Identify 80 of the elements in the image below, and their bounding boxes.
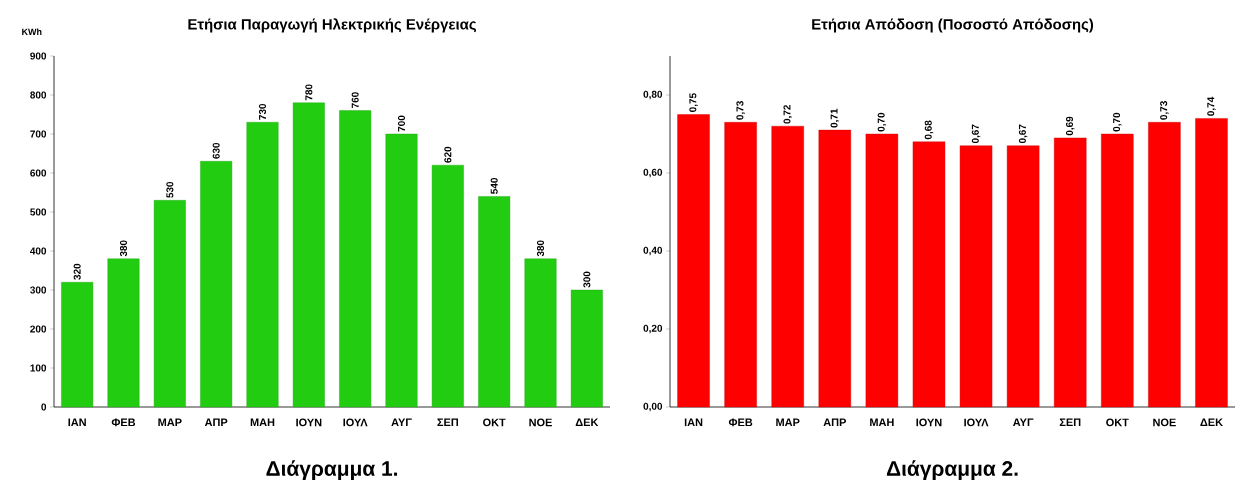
data-label: 0,72 <box>783 105 792 124</box>
x-tick-label: ΦΕΒ <box>111 418 136 427</box>
x-tick-label: ΜΑΡ <box>158 418 182 427</box>
data-label: 0,67 <box>971 124 981 144</box>
y-tick-label: 300 <box>30 286 47 294</box>
data-label: 380 <box>119 240 128 257</box>
data-label: 0,67 <box>1018 124 1028 144</box>
text: Διάγραμμα 2. <box>886 460 1018 481</box>
data-label: 0,69 <box>1065 116 1075 136</box>
data-label: 0,75 <box>689 93 698 112</box>
x-tick-label: ΙΟΥΝ <box>916 418 942 427</box>
x-tick-label: ΔΕΚ <box>1200 418 1223 427</box>
x-tick-label: ΑΥΓ <box>391 418 412 427</box>
bar <box>292 102 325 408</box>
y-tick-label: 600 <box>30 169 47 177</box>
data-label: 0,71 <box>830 108 840 128</box>
x-tick-label: ΜΑΡ <box>776 418 800 427</box>
y-tick-label: 200 <box>30 325 47 333</box>
bar <box>478 196 511 408</box>
y-tick-label: 0,60 <box>643 168 663 178</box>
y-tick-label: 0 <box>41 403 47 411</box>
x-tick-label: ΣΕΠ <box>437 418 458 427</box>
y-tick-label: 900 <box>30 52 47 60</box>
bar <box>153 200 186 408</box>
bar <box>246 122 279 408</box>
bar <box>339 110 372 408</box>
x-tick-label: ΟΚΤ <box>1106 418 1129 427</box>
x-tick-label: ΑΥΓ <box>1012 418 1034 427</box>
x-tick-label: ΙΑΝ <box>68 418 86 427</box>
y-tick-label: 100 <box>30 364 47 372</box>
data-label: 620 <box>444 146 452 163</box>
data-label: 530 <box>166 181 174 198</box>
data-label: 300 <box>583 271 591 288</box>
bar <box>61 282 94 408</box>
data-label: 0,70 <box>1113 112 1122 132</box>
chart-title: Ετήσια Απόδοση (Ποσοστό Απόδοσης) <box>812 18 1094 33</box>
y-tick-label: 0,80 <box>643 90 663 100</box>
data-label: 320 <box>73 263 81 280</box>
x-tick-label: ΑΠΡ <box>204 418 228 427</box>
y-tick-label: 0,20 <box>643 324 663 334</box>
y-tick-label: 500 <box>30 208 47 216</box>
y-tick-label: 800 <box>30 91 47 99</box>
bar <box>385 133 418 408</box>
data-label: 380 <box>536 240 545 257</box>
x-tick-label: ΣΕΠ <box>1059 418 1081 427</box>
y-tick-label: 400 <box>30 247 47 255</box>
x-tick-label: ΦΕΒ <box>728 418 753 427</box>
x-tick-label: ΙΟΥΛ <box>343 418 368 427</box>
data-label: 0,70 <box>877 112 887 132</box>
data-label: 0,68 <box>924 120 934 140</box>
x-tick-label: ΝΟΕ <box>1153 418 1176 427</box>
x-tick-label: ΙΑΝ <box>684 418 703 427</box>
x-tick-label: ΔΕΚ <box>575 418 599 427</box>
data-label: 630 <box>212 142 220 159</box>
data-label: 760 <box>351 92 359 108</box>
x-tick-label: ΙΟΥΛ <box>964 418 989 427</box>
x-tick-label: ΟΚΤ <box>483 418 506 427</box>
y-tick-label: 700 <box>30 130 47 138</box>
y-tick-label: 0,40 <box>643 246 663 256</box>
bar <box>431 165 464 408</box>
data-label: 540 <box>490 177 498 194</box>
x-tick-label: ΝΟΕ <box>529 418 552 427</box>
data-label: 730 <box>258 103 267 120</box>
data-label: 0,73 <box>736 101 745 120</box>
x-tick-label: ΑΠΡ <box>823 418 846 427</box>
data-label: 0,73 <box>1160 101 1169 120</box>
y-tick-label: 0,00 <box>643 402 663 412</box>
chart-title: Ετήσια Παραγωγή Ηλεκτρικής Ενέργειας <box>188 18 477 33</box>
data-label: 0,74 <box>1207 96 1216 116</box>
data-label: 780 <box>305 84 313 101</box>
x-tick-label: ΜΑΗ <box>870 418 894 427</box>
y-axis-title: KWh <box>22 28 42 35</box>
x-tick-label: ΜΑΗ <box>250 418 275 427</box>
bar <box>107 258 140 408</box>
text: Διάγραμμα 1. <box>266 460 398 481</box>
bar <box>200 161 233 408</box>
bar <box>570 289 603 408</box>
bar <box>524 258 557 408</box>
x-tick-label: ΙΟΥΝ <box>296 418 322 427</box>
data-label: 700 <box>397 115 406 132</box>
